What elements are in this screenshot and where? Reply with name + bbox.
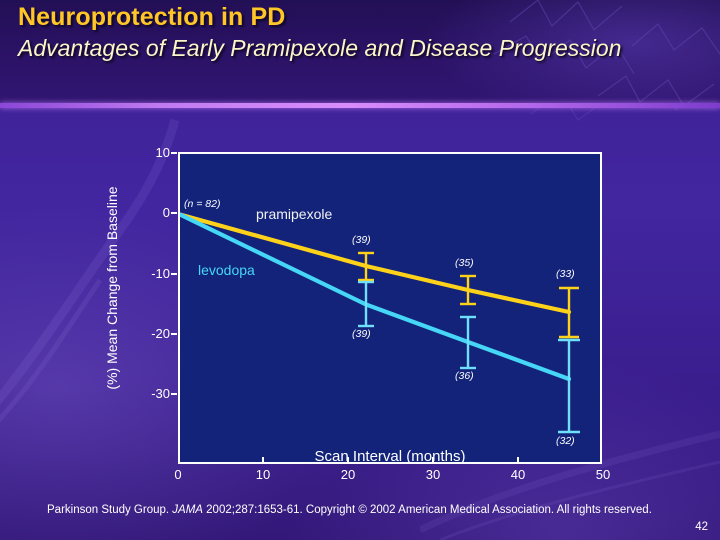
x-tick-label-50: 50 bbox=[595, 467, 611, 482]
x-tick-label-0: 0 bbox=[174, 467, 182, 482]
x-tick-label-30: 30 bbox=[425, 467, 441, 482]
citation-footer: Parkinson Study Group. JAMA 2002;287:165… bbox=[47, 503, 667, 519]
series-label-pramipexole: pramipexole bbox=[256, 206, 333, 222]
errorbar-levodopa-34 bbox=[460, 315, 476, 370]
header-divider bbox=[0, 103, 720, 108]
y-tick-label-0: 0 bbox=[162, 205, 170, 220]
annotation-n-levo-46: (32) bbox=[556, 435, 575, 447]
y-axis-label: (%) Mean Change from Baseline bbox=[104, 186, 120, 390]
citation-journal: JAMA bbox=[172, 504, 203, 516]
annotation-n-levo-22: (39) bbox=[352, 328, 371, 340]
series-label-levodopa: levodopa bbox=[198, 262, 255, 278]
x-tick-label-20: 20 bbox=[340, 467, 356, 482]
x-tick-mark bbox=[262, 457, 264, 462]
annotation-n-prami-46: (33) bbox=[556, 268, 575, 280]
x-tick-label-40: 40 bbox=[510, 467, 526, 482]
series-levodopa bbox=[180, 212, 572, 382]
y-tick-label-10: 10 bbox=[155, 145, 170, 160]
annotation-n82: (n = 82) bbox=[184, 198, 221, 210]
y-tick-mark bbox=[171, 393, 177, 395]
plot-lines-svg bbox=[180, 212, 580, 434]
annotation-n-levo-34: (36) bbox=[455, 370, 474, 382]
y-tick-mark bbox=[171, 333, 177, 335]
x-tick-mark bbox=[517, 457, 519, 462]
errorbar-levodopa-46 bbox=[558, 338, 580, 434]
y-tick-label--30: -30 bbox=[151, 386, 170, 401]
x-axis-label: Scan Interval (months) bbox=[314, 448, 466, 465]
page-subtitle: Advantages of Early Pramipexole and Dise… bbox=[18, 35, 622, 61]
annotation-n-prami-22: (39) bbox=[352, 234, 371, 246]
page-title: Neuroprotection in PD bbox=[18, 3, 286, 31]
plot-area: (n = 82) pramipexole levodopa (39) (39) … bbox=[178, 152, 602, 464]
errorbar-levodopa-22 bbox=[358, 280, 374, 328]
errorbar-pramipexole-46 bbox=[559, 286, 579, 339]
citation-part-1: Parkinson Study Group. bbox=[47, 504, 173, 516]
series-pramipexole bbox=[180, 212, 572, 315]
slide-page-number: 42 bbox=[695, 521, 708, 533]
y-tick-mark bbox=[171, 273, 177, 275]
y-tick-mark bbox=[171, 212, 177, 214]
x-tick-label-10: 10 bbox=[255, 467, 271, 482]
y-tick-mark bbox=[171, 152, 177, 154]
errorbar-pramipexole-34 bbox=[460, 274, 476, 306]
x-tick-mark bbox=[347, 457, 349, 462]
annotation-n-prami-34: (35) bbox=[455, 257, 474, 269]
y-tick-label--10: -10 bbox=[151, 266, 170, 281]
chart-container: (%) Mean Change from Baseline 10 0 -10 -… bbox=[0, 108, 720, 490]
x-tick-mark bbox=[432, 457, 434, 462]
errorbar-pramipexole-22 bbox=[358, 251, 374, 282]
y-tick-label--20: -20 bbox=[151, 326, 170, 341]
citation-part-2: 2002;287:1653-61. Copyright © 2002 Ameri… bbox=[202, 504, 652, 516]
